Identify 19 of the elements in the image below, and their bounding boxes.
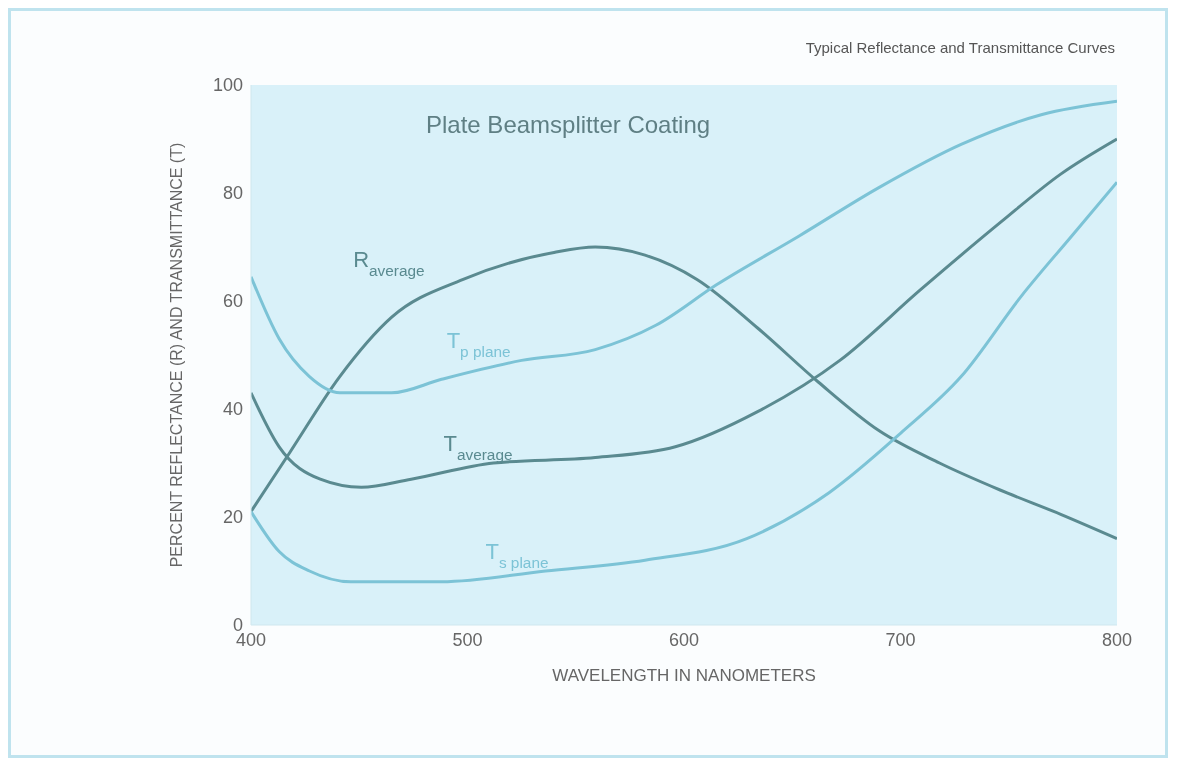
- line-series: [251, 99, 1117, 395]
- annotation: Plate Beamsplitter Coating: [426, 111, 711, 139]
- y-tick-label: 60: [222, 291, 243, 312]
- x-tick-label: 600: [668, 629, 700, 650]
- series-label: T$_{average}$: [443, 431, 513, 463]
- x-tick-label: 700: [885, 629, 916, 650]
- chart-title: Typical Reflectance and Transmittance Curves: [805, 39, 1115, 56]
- series-label: R$_{average}$: [353, 247, 425, 279]
- series-label: T$_{p plane}$: [446, 328, 511, 360]
- series-label: T$_{s plane}$: [485, 539, 549, 571]
- x-tick-label: 800: [1101, 629, 1133, 650]
- y-tick-label: 20: [222, 507, 243, 528]
- y-tick-label: 80: [222, 183, 243, 204]
- y-tick-label: 40: [222, 399, 243, 420]
- line-series: [251, 180, 1117, 584]
- x-tick-label: 500: [452, 629, 483, 650]
- x-axis-title: WAVELENGTH IN NANOMETERS: [552, 666, 816, 685]
- y-tick-label: 100: [212, 75, 243, 96]
- y-axis-title: PERCENT REFLECTANCE (R) AND TRANSMITTANCE (T): [167, 142, 185, 568]
